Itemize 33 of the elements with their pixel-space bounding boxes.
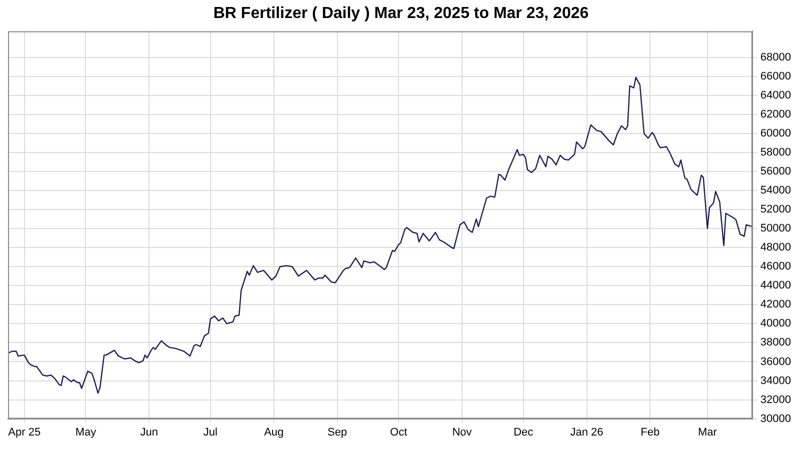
x-tick-label: May: [75, 426, 97, 438]
y-tick-label: 60000: [760, 127, 792, 140]
y-tick-label: 42000: [760, 298, 792, 311]
y-tick-label: 66000: [760, 70, 792, 82]
y-tick-label: 38000: [760, 336, 792, 349]
x-tick-label: Feb: [640, 426, 660, 438]
x-tick-label: Aug: [264, 426, 284, 438]
y-tick-label: 36000: [760, 356, 792, 368]
y-tick-label: 68000: [760, 51, 792, 64]
y-tick-label: 58000: [760, 146, 792, 159]
x-tick-label: Jun: [140, 426, 158, 438]
x-tick-label: Jan 26: [570, 426, 604, 438]
y-tick-label: 48000: [760, 242, 792, 254]
y-tick-label: 64000: [760, 89, 792, 102]
y-tick-label: 30000: [760, 412, 792, 425]
x-tick-label: Mar: [698, 426, 718, 438]
x-tick-label: Sep: [327, 426, 348, 438]
chart-title: BR Fertilizer ( Daily ) Mar 23, 2025 to Mar 23, 2026: [213, 5, 589, 22]
y-tick-label: 34000: [760, 374, 792, 387]
x-tick-label: Oct: [390, 426, 408, 438]
y-tick-label: 54000: [760, 184, 792, 197]
y-tick-label: 52000: [760, 204, 792, 216]
y-tick-label: 44000: [760, 280, 792, 292]
x-tick-label: Dec: [514, 426, 534, 438]
y-tick-label: 32000: [760, 394, 792, 406]
y-tick-label: 46000: [760, 260, 792, 273]
y-tick-label: 50000: [760, 222, 792, 235]
y-tick-label: 56000: [760, 166, 792, 178]
x-tick-label: Jul: [203, 426, 218, 438]
y-tick-label: 62000: [760, 108, 792, 120]
x-tick-label: Apr 25: [8, 426, 41, 438]
y-tick-label: 40000: [760, 318, 792, 330]
x-tick-label: Nov: [452, 426, 472, 438]
